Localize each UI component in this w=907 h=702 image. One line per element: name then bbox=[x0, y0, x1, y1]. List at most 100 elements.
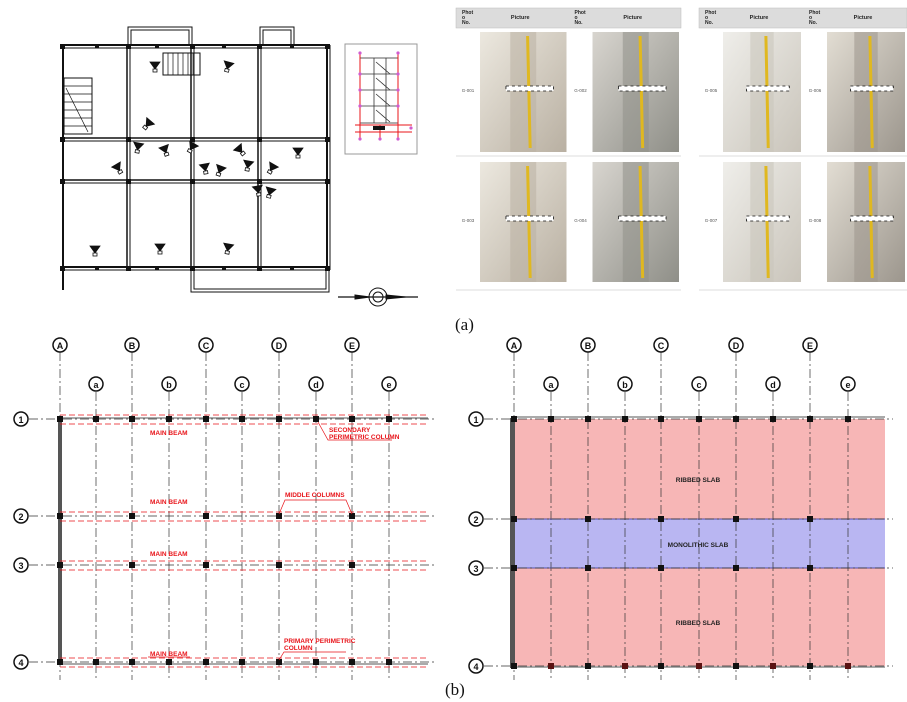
column bbox=[807, 416, 813, 422]
camera-icon bbox=[251, 184, 263, 197]
photo-table-header bbox=[698, 7, 907, 29]
slab-label: RIBBED SLAB bbox=[676, 620, 721, 627]
column bbox=[658, 416, 664, 422]
grid-bubble-minor bbox=[840, 376, 856, 392]
column bbox=[93, 659, 99, 665]
grid-label-row: 4 bbox=[18, 658, 23, 668]
column bbox=[511, 516, 517, 522]
ribbed-slab-zone bbox=[512, 568, 885, 666]
column bbox=[203, 659, 209, 665]
column bbox=[585, 416, 591, 422]
photo-table-right: Phot o No. Picture Phot o No. Picture G-005 G-006… bbox=[698, 7, 907, 291]
grid-bubble-minor bbox=[617, 376, 633, 392]
photo-no-header: Phot o No. bbox=[809, 10, 820, 26]
column bbox=[203, 513, 209, 519]
column bbox=[276, 562, 282, 568]
floor-plan-survey bbox=[60, 26, 331, 293]
annotation-label: MAIN BEAM bbox=[150, 430, 188, 437]
photo-no-header: Phot o No. bbox=[575, 10, 586, 26]
site-photo bbox=[480, 32, 567, 152]
column bbox=[276, 416, 282, 422]
grid-label-minor: e bbox=[845, 380, 850, 390]
grid-label-minor: d bbox=[770, 380, 776, 390]
camera-icon bbox=[223, 242, 235, 255]
column bbox=[585, 565, 591, 571]
column bbox=[511, 565, 517, 571]
grid-bubble-major bbox=[802, 337, 818, 353]
grid-bubble-row bbox=[468, 511, 484, 527]
picture-header: Picture bbox=[511, 15, 530, 21]
grid-label-minor: a bbox=[548, 380, 554, 390]
column bbox=[349, 513, 355, 519]
grid-label-major: B bbox=[585, 341, 592, 351]
grid-bubble-row bbox=[13, 508, 29, 524]
column bbox=[658, 565, 664, 571]
site-photo bbox=[827, 32, 905, 152]
photo-id: G-003 bbox=[462, 218, 475, 223]
annotation-label: SECONDARY PERIMETRIC COLUMN bbox=[329, 427, 400, 441]
column bbox=[696, 416, 702, 422]
grid-bubble-row bbox=[468, 560, 484, 576]
grid-bubble-major bbox=[344, 337, 360, 353]
photo-no-header: Phot o No. bbox=[705, 10, 716, 26]
column bbox=[733, 663, 739, 669]
grid-label-minor: b bbox=[166, 380, 172, 390]
grid-bubble-minor bbox=[308, 376, 324, 392]
grid-bubble-minor bbox=[543, 376, 559, 392]
caption-b: (b) bbox=[445, 680, 465, 699]
slab-label: RIBBED SLAB bbox=[676, 477, 721, 484]
structural-plan-beams: A B C D Ea b c d e 1 2 3 4 MAIN BEAM MAIN BEAM MAIN BEA… bbox=[13, 337, 436, 680]
grid-label-minor: a bbox=[93, 380, 99, 390]
picture-header: Picture bbox=[750, 15, 769, 21]
column bbox=[129, 513, 135, 519]
key-plan-inset bbox=[344, 43, 418, 155]
grid-label-row: 2 bbox=[18, 512, 23, 522]
grid-label-major: B bbox=[129, 341, 136, 351]
column bbox=[166, 416, 172, 422]
slab-label: MONOLITHIC SLAB bbox=[668, 542, 729, 549]
annotation-label: MIDDLE COLUMNS bbox=[285, 492, 345, 499]
grid-bubble-row bbox=[13, 411, 29, 427]
column bbox=[129, 659, 135, 665]
column bbox=[276, 513, 282, 519]
camera-icon bbox=[215, 163, 227, 177]
caption-a: (a) bbox=[455, 315, 474, 334]
site-photo bbox=[827, 162, 905, 282]
column bbox=[548, 663, 554, 669]
camera-icon bbox=[223, 60, 235, 73]
camera-icon bbox=[142, 116, 156, 131]
photo-id: G-007 bbox=[705, 218, 718, 223]
picture-header: Picture bbox=[854, 15, 873, 21]
annotation-label: MAIN BEAM bbox=[150, 499, 188, 506]
column bbox=[807, 516, 813, 522]
column bbox=[276, 659, 282, 665]
column bbox=[349, 416, 355, 422]
grid-label-minor: b bbox=[622, 380, 628, 390]
photo-id: G-006 bbox=[809, 88, 822, 93]
camera-icon bbox=[198, 162, 210, 175]
column bbox=[349, 659, 355, 665]
site-photo bbox=[592, 32, 679, 152]
grid-bubble-row bbox=[13, 654, 29, 670]
camera-icon bbox=[149, 61, 161, 73]
grid-label-row: 1 bbox=[18, 415, 23, 425]
column bbox=[622, 416, 628, 422]
site-photo bbox=[723, 162, 801, 282]
column bbox=[770, 416, 776, 422]
column bbox=[845, 416, 851, 422]
column bbox=[585, 516, 591, 522]
grid-label-minor: e bbox=[386, 380, 391, 390]
photo-id: G-004 bbox=[574, 218, 587, 223]
photo-table-left: Phot o No. Picture Phot o No. Picture G-001 G-002… bbox=[455, 7, 682, 291]
photo-id: G-005 bbox=[705, 88, 718, 93]
north-arrow-icon bbox=[338, 287, 418, 307]
column bbox=[733, 516, 739, 522]
grid-bubble-row bbox=[468, 411, 484, 427]
grid-bubble-minor bbox=[161, 376, 177, 392]
column bbox=[845, 663, 851, 669]
grid-label-major: A bbox=[511, 341, 518, 351]
column bbox=[807, 663, 813, 669]
monolithic-slab-zone bbox=[512, 519, 885, 568]
photo-id: G-008 bbox=[809, 218, 822, 223]
grid-label-major: A bbox=[57, 341, 64, 351]
